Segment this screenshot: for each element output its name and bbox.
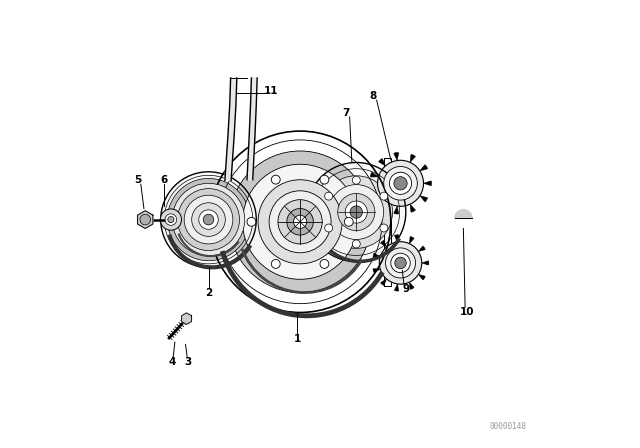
Wedge shape (371, 172, 378, 177)
Polygon shape (247, 78, 257, 180)
Circle shape (294, 215, 307, 228)
Circle shape (395, 257, 406, 269)
Polygon shape (182, 313, 191, 324)
Circle shape (384, 167, 417, 200)
Wedge shape (373, 269, 380, 273)
Text: 7: 7 (342, 108, 349, 117)
Circle shape (352, 176, 360, 184)
Circle shape (352, 240, 360, 248)
Circle shape (287, 208, 314, 235)
Circle shape (344, 217, 353, 226)
Circle shape (394, 177, 407, 190)
Circle shape (380, 242, 422, 284)
Wedge shape (379, 201, 385, 208)
Wedge shape (420, 196, 428, 202)
Circle shape (324, 224, 333, 232)
Wedge shape (410, 237, 414, 244)
Circle shape (350, 206, 362, 218)
Circle shape (209, 131, 391, 313)
Wedge shape (422, 261, 429, 265)
Text: 00000148: 00000148 (490, 422, 527, 431)
Circle shape (168, 216, 174, 223)
Wedge shape (394, 206, 399, 214)
Polygon shape (138, 211, 153, 228)
Circle shape (177, 189, 239, 250)
Wedge shape (394, 284, 399, 291)
Circle shape (320, 259, 329, 268)
Circle shape (243, 164, 358, 279)
Circle shape (324, 192, 333, 200)
Wedge shape (381, 241, 387, 247)
Polygon shape (225, 78, 237, 181)
Circle shape (172, 183, 244, 256)
Circle shape (271, 259, 280, 268)
Wedge shape (394, 153, 399, 160)
Circle shape (320, 176, 392, 248)
Wedge shape (419, 246, 425, 251)
Text: 8: 8 (369, 90, 377, 101)
Circle shape (345, 201, 367, 223)
Circle shape (199, 210, 218, 229)
Circle shape (391, 253, 410, 273)
Circle shape (184, 195, 233, 244)
Circle shape (167, 178, 250, 261)
Circle shape (161, 172, 256, 267)
Circle shape (380, 192, 388, 200)
Circle shape (320, 175, 329, 184)
Text: 3: 3 (184, 357, 192, 367)
Text: 10: 10 (460, 307, 474, 318)
Wedge shape (410, 155, 415, 162)
Circle shape (269, 191, 331, 253)
Text: 4: 4 (168, 357, 175, 367)
Circle shape (307, 163, 406, 262)
Circle shape (192, 203, 225, 237)
Circle shape (140, 214, 150, 225)
Circle shape (380, 224, 388, 232)
Text: 9: 9 (403, 284, 410, 294)
Circle shape (378, 160, 424, 206)
Circle shape (385, 248, 415, 278)
Circle shape (278, 200, 322, 244)
Circle shape (203, 214, 214, 225)
Text: 1: 1 (293, 334, 301, 344)
Text: 6: 6 (161, 175, 168, 185)
Wedge shape (371, 190, 378, 194)
Wedge shape (454, 209, 472, 218)
Circle shape (338, 194, 375, 231)
Wedge shape (410, 204, 415, 212)
Wedge shape (373, 253, 380, 257)
Circle shape (247, 217, 256, 226)
Circle shape (160, 209, 182, 230)
Wedge shape (424, 181, 431, 186)
Circle shape (229, 151, 371, 293)
Circle shape (165, 214, 177, 225)
Wedge shape (420, 165, 428, 171)
Wedge shape (379, 159, 385, 166)
Text: 11: 11 (264, 86, 278, 96)
Wedge shape (381, 279, 387, 285)
Circle shape (329, 185, 384, 240)
Text: 2: 2 (205, 288, 212, 297)
Wedge shape (394, 235, 399, 242)
Text: 5: 5 (134, 175, 141, 185)
Wedge shape (410, 282, 414, 289)
Circle shape (271, 175, 280, 184)
Circle shape (390, 172, 412, 194)
Circle shape (258, 180, 342, 264)
Wedge shape (419, 275, 425, 280)
